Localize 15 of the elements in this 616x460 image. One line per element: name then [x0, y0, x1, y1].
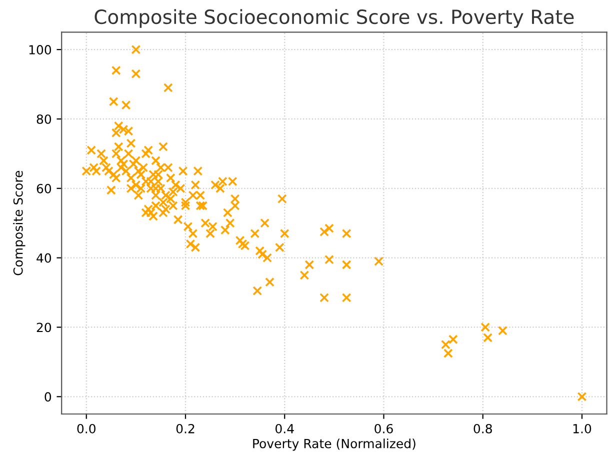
y-tick-label: 100: [29, 45, 52, 54]
y-tick-label: 0: [44, 392, 52, 402]
y-axis-title: Composite Score: [13, 170, 26, 276]
y-tick-label: 20: [36, 322, 52, 332]
y-tick-label: 60: [36, 184, 52, 194]
x-tick-label: 0.2: [176, 424, 194, 434]
chart-title: Composite Socioeconomic Score vs. Poverty Rate: [94, 9, 574, 28]
x-axis-title: Poverty Rate (Normalized): [253, 438, 416, 451]
x-tick-label: 0.6: [374, 424, 393, 434]
y-tick-label: 80: [36, 114, 52, 124]
y-tick-label: 40: [36, 253, 52, 263]
x-tick-label: 0.8: [474, 424, 492, 434]
x-tick-label: 0.4: [276, 424, 294, 434]
x-tick-label: 0.0: [77, 424, 96, 434]
x-tick-label: 1.0: [573, 424, 592, 434]
